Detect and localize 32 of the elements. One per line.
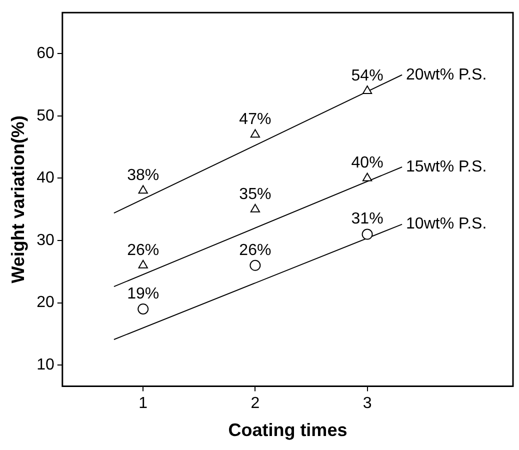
y-tick-label: 10 — [36, 356, 54, 374]
x-tick-label: 3 — [362, 395, 372, 412]
data-label: 26% — [239, 242, 272, 259]
point — [362, 228, 373, 240]
y-tick-label: 50 — [36, 107, 54, 124]
data-label: 38% — [127, 167, 160, 184]
series-label: 10wt% P.S. — [406, 216, 487, 233]
data-label: 54% — [351, 67, 384, 84]
data-label: 35% — [239, 186, 272, 203]
x-tick-label: 2 — [250, 395, 260, 412]
y-axis-title: Weight variation(%) — [8, 116, 28, 284]
y-tick-label: 20 — [36, 294, 54, 312]
point — [362, 172, 372, 182]
y-tick-label: 30 — [36, 232, 54, 249]
point — [250, 260, 261, 271]
data-label: 19% — [127, 285, 160, 302]
x-tick-label: 1 — [138, 395, 148, 412]
y-tick-label: 40 — [36, 170, 54, 187]
series-label: 20wt% P.S. — [406, 66, 487, 84]
point — [250, 204, 260, 212]
point — [250, 129, 260, 138]
data-label: 26% — [127, 242, 160, 259]
series-label: 15wt% P.S. — [406, 158, 487, 176]
point — [362, 86, 372, 94]
y-tick-label: 60 — [36, 45, 54, 62]
point — [138, 303, 149, 314]
data-label: 31% — [351, 210, 384, 228]
point — [138, 260, 148, 268]
x-axis-title: Coating times — [228, 420, 348, 440]
data-label: 47% — [239, 111, 272, 128]
point — [138, 185, 148, 194]
data-label: 40% — [351, 154, 384, 172]
